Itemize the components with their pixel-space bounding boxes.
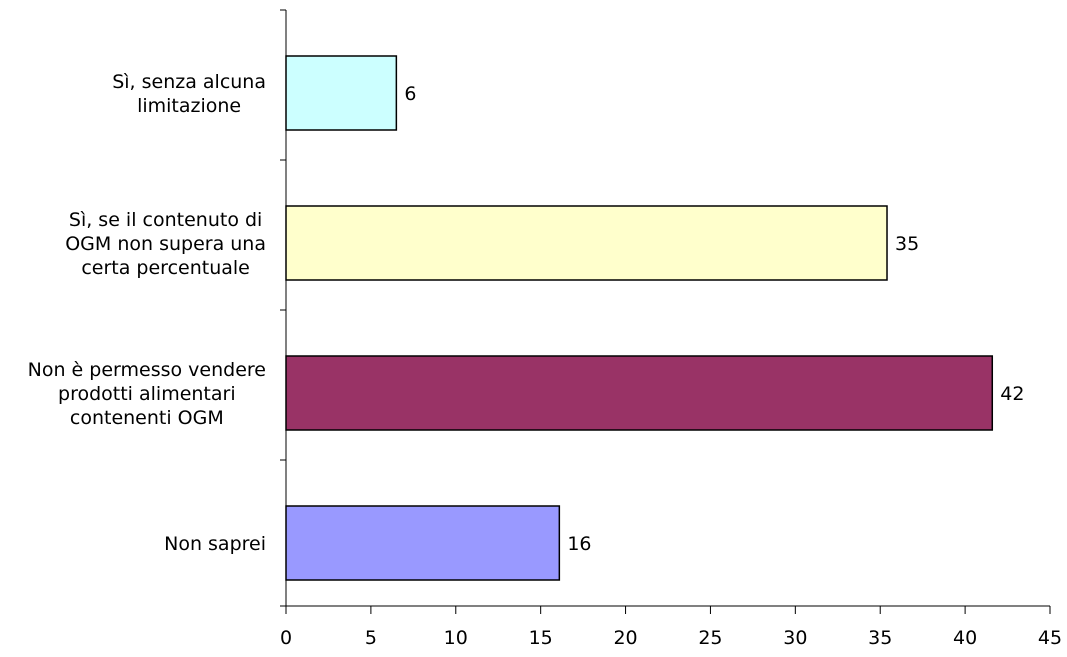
- category-label-line: Non saprei: [164, 533, 266, 555]
- category-label-line: certa percentuale: [81, 257, 250, 279]
- category-label-line: contenenti OGM: [70, 407, 224, 429]
- x-tick-label: 0: [280, 627, 292, 649]
- x-tick-label: 15: [529, 627, 553, 649]
- x-tick-label: 25: [698, 627, 722, 649]
- category-label-line: Sì, senza alcuna: [112, 71, 266, 93]
- x-tick-label: 35: [868, 627, 892, 649]
- chart-bars: [285, 55, 994, 581]
- x-tick-label: 40: [953, 627, 977, 649]
- data-label: 6: [404, 83, 416, 105]
- category-label-line: OGM non supera una: [65, 233, 266, 255]
- category-label-line: Sì, se il contenuto di: [69, 209, 262, 231]
- category-label: Sì, senza alcuna limitazione: [112, 71, 266, 117]
- category-labels: Sì, senza alcuna limitazione Sì, se il con…: [28, 71, 266, 555]
- category-label-line: Non è permesso vendere: [28, 359, 266, 381]
- x-tick-label: 20: [613, 627, 637, 649]
- data-label: 42: [1000, 383, 1024, 405]
- category-label-line: limitazione: [137, 95, 241, 117]
- category-label-line: prodotti alimentari: [58, 383, 236, 405]
- bar: [285, 355, 994, 431]
- data-label: 35: [895, 233, 919, 255]
- bar: [285, 205, 888, 281]
- x-axis-ticks: 0 5 10 15 20 25 30 35 40 45: [280, 606, 1062, 649]
- x-tick-label: 5: [365, 627, 377, 649]
- x-tick-label: 10: [444, 627, 468, 649]
- category-label: Sì, se il contenuto di OGM non supera una…: [65, 209, 266, 279]
- category-label: Non è permesso vendere prodotti alimentar…: [28, 359, 266, 429]
- data-label: 16: [567, 533, 591, 555]
- bar: [285, 505, 561, 581]
- category-label: Non saprei: [164, 533, 266, 555]
- x-tick-label: 30: [783, 627, 807, 649]
- data-labels: 6 35 42 16: [404, 83, 1024, 555]
- x-tick-label: 45: [1038, 627, 1062, 649]
- bar: [285, 55, 398, 131]
